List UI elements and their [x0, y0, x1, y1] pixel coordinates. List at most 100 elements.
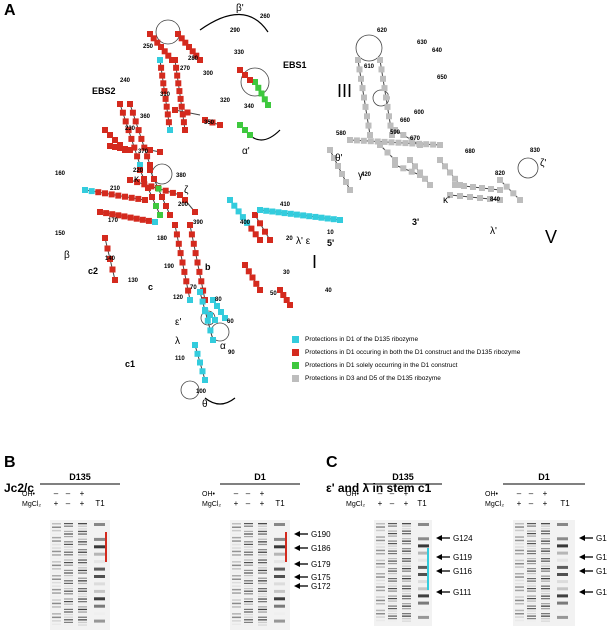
gel-band	[232, 578, 241, 580]
gel-band	[78, 528, 87, 530]
gel-band	[418, 537, 429, 541]
mg-lane-sign: +	[80, 499, 85, 508]
greek-region-label: γ	[358, 170, 363, 181]
gel-band	[78, 616, 87, 618]
protected-nucleotide	[173, 231, 180, 238]
nucleotide-number: 820	[495, 171, 506, 177]
gel-band	[232, 575, 241, 577]
gel-band	[64, 569, 73, 571]
protected-nucleotide	[162, 187, 169, 194]
gel-band	[64, 551, 73, 553]
protected-nucleotide	[283, 297, 290, 303]
gel-band	[388, 538, 397, 539]
protected-nucleotide	[135, 127, 142, 134]
gel-band	[376, 533, 385, 535]
gel-band	[232, 561, 241, 563]
gel-band	[515, 529, 524, 532]
gel-band	[52, 623, 61, 625]
gel-band	[244, 525, 253, 527]
gel-band	[527, 603, 536, 605]
gel-band	[232, 613, 241, 615]
gel-band	[527, 608, 536, 610]
gel-band	[527, 583, 536, 585]
gel-band	[541, 620, 550, 622]
gel-band	[64, 533, 73, 535]
gel-band	[388, 618, 397, 620]
gel-band	[244, 606, 253, 608]
domain-label-i: I	[312, 252, 317, 272]
gel-band	[52, 596, 61, 598]
gel-band	[232, 550, 241, 553]
arrowhead-icon	[579, 589, 585, 595]
protected-nucleotide	[127, 214, 134, 221]
protected-nucleotide	[408, 168, 415, 175]
gel-band	[274, 589, 285, 593]
gel-band	[527, 573, 536, 575]
protected-nucleotide	[280, 292, 287, 298]
gel-band	[541, 543, 550, 545]
gel-band	[402, 605, 411, 607]
gel-band	[232, 620, 241, 622]
gel-band	[64, 582, 73, 584]
gel-band	[557, 573, 568, 576]
panel-c-label: C	[326, 454, 338, 471]
protected-nucleotide	[180, 119, 187, 126]
gel-band	[402, 578, 411, 580]
gel-band	[388, 548, 397, 550]
gel-band	[557, 551, 568, 555]
gel-band	[232, 540, 241, 542]
gel-band	[515, 549, 524, 552]
protected-nucleotide	[452, 182, 458, 188]
gel-band	[78, 549, 87, 551]
gel-band	[232, 526, 241, 528]
protected-nucleotide	[408, 137, 415, 143]
protected-nucleotide	[402, 140, 409, 147]
gel-band	[78, 614, 87, 615]
protected-nucleotide	[200, 287, 207, 294]
protected-nucleotide	[327, 147, 333, 153]
region-label-b: b	[205, 262, 211, 272]
gel-band	[244, 572, 253, 574]
protected-nucleotide	[158, 44, 164, 50]
gel-band	[527, 588, 536, 590]
gel-band	[388, 528, 397, 529]
gel-band	[376, 579, 385, 582]
gel-band	[388, 530, 397, 532]
oh-lane-sign: +	[80, 489, 85, 498]
gel-band	[402, 558, 411, 560]
protected-nucleotide	[182, 197, 188, 203]
gel-band	[557, 544, 568, 548]
gel-band	[52, 554, 61, 556]
protected-nucleotide	[163, 203, 169, 209]
nucleotide-number: 350	[204, 120, 215, 126]
protected-nucleotide	[497, 177, 503, 183]
region-label-c2: c2	[88, 266, 98, 276]
protected-nucleotide	[447, 169, 453, 176]
gel-band	[402, 593, 411, 595]
gel-band	[515, 543, 524, 545]
gel-band	[78, 523, 87, 525]
mgcl2-row-label: MgCl₂	[485, 501, 504, 508]
gel-band	[244, 530, 253, 532]
band-label: G119	[453, 553, 473, 562]
gel-band	[52, 588, 61, 591]
gel-band	[52, 558, 61, 560]
protected-nucleotide	[437, 157, 443, 163]
gel-band	[94, 575, 105, 578]
gel-band	[376, 570, 385, 572]
gel-band	[388, 585, 397, 587]
gel-band	[376, 596, 385, 598]
gel-band	[541, 583, 550, 584]
gel-band	[402, 540, 411, 542]
gel-band	[244, 575, 253, 577]
gel-band	[52, 599, 61, 601]
gel-band	[541, 580, 550, 582]
gel-band	[376, 546, 385, 548]
gel-band	[258, 585, 267, 586]
gel-band	[541, 528, 550, 530]
gel-band	[244, 582, 253, 584]
gel-band	[258, 598, 267, 600]
gel-band	[376, 529, 385, 532]
nucleotide-number: 380	[176, 173, 187, 179]
gel-band	[52, 578, 61, 580]
